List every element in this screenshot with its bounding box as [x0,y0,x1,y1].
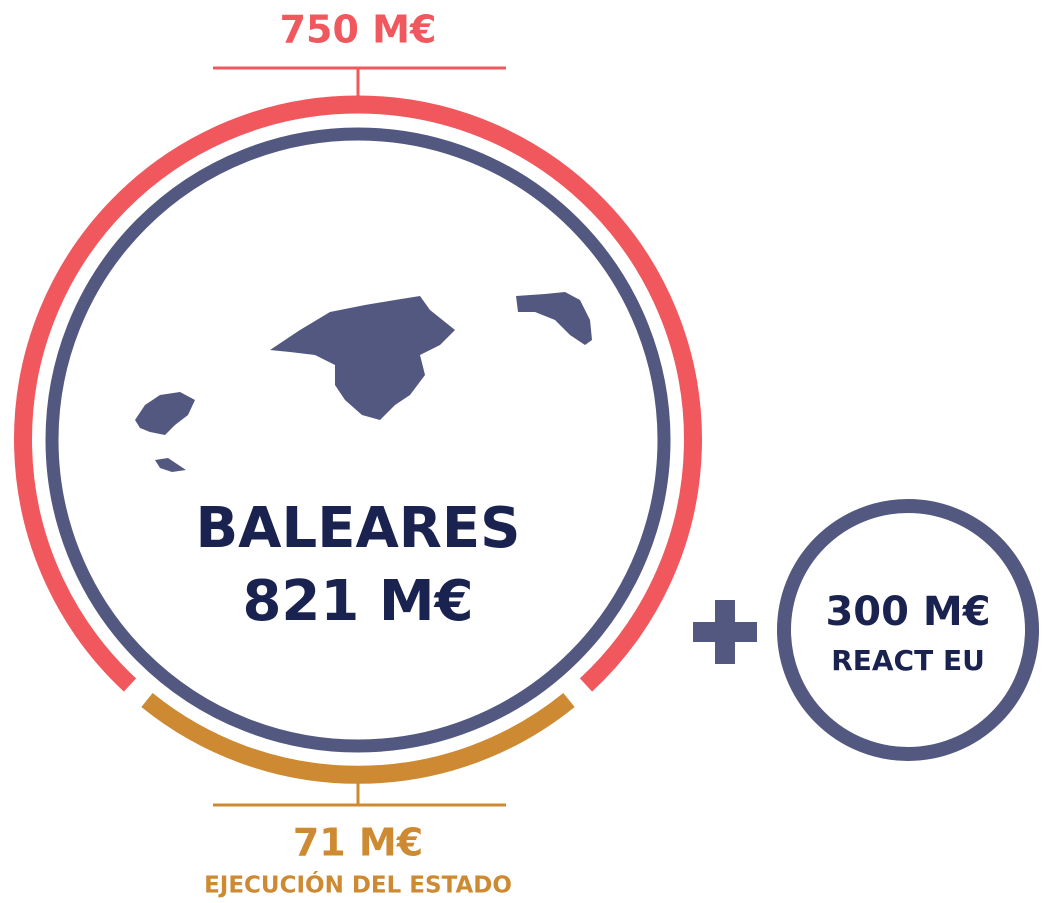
outer-ring-red [14,95,702,692]
mallorca [270,296,455,420]
menorca [516,292,592,345]
center-amount: 821 M€ [242,569,473,634]
react-label: REACT EU [831,644,985,677]
ibiza [135,392,195,435]
react-amount: 300 M€ [825,589,990,635]
center-title: BALEARES [195,496,520,561]
react-circle [777,499,1039,761]
top-label: 750 M€ [280,8,437,52]
bottom-label: EJECUCIÓN DEL ESTADO [204,871,512,899]
outer-ring-orange [141,693,575,784]
bottom-amount: 71 M€ [293,821,423,865]
islands [135,292,592,472]
plus-sign [693,600,757,664]
formentera [155,458,186,472]
inner-ring [45,127,671,753]
